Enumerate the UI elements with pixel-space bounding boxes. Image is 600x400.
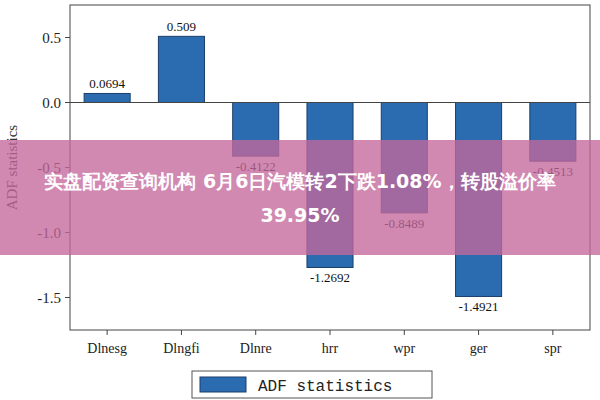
- y-tick-label: 0.5: [42, 30, 61, 46]
- banner: [0, 140, 600, 255]
- bar: [158, 36, 204, 102]
- x-tick: [478, 330, 479, 335]
- legend-box: [192, 371, 432, 398]
- data-label: 0.509: [167, 19, 196, 34]
- y-tick: [65, 37, 70, 38]
- chart: -1.5-1.0-0.50.00.5ADF statisticsDlnesgDl…: [0, 0, 600, 400]
- banner-text: 实盘配资查询机构 6月6日汽模转2下跌1.08%，转股溢价率39.95%: [20, 140, 580, 255]
- legend-swatch: [200, 377, 246, 392]
- x-tick: [404, 330, 405, 335]
- x-tick-label: Dlnre: [240, 341, 272, 356]
- data-label: -1.4921: [459, 299, 499, 314]
- banner-text-box: 实盘配资查询机构 6月6日汽模转2下跌1.08%，转股溢价率39.95%: [0, 140, 600, 255]
- x-tick-label: Dlngfi: [163, 341, 200, 356]
- x-tick: [552, 330, 553, 335]
- x-tick-label: Dlnesg: [87, 341, 127, 356]
- x-tick-label: spr: [544, 341, 561, 356]
- zero-line: [70, 102, 590, 103]
- y-tick-label: -1.5: [37, 290, 61, 306]
- x-tick: [181, 330, 182, 335]
- data-label: -1.2692: [310, 270, 350, 285]
- x-tick-label: hrr: [322, 341, 339, 356]
- y-tick: [65, 102, 70, 103]
- legend-label: ADF statistics: [258, 378, 392, 396]
- y-tick-label: 0.0: [42, 95, 61, 111]
- y-tick: [65, 297, 70, 298]
- data-label: 0.0694: [89, 76, 125, 91]
- x-tick-label: wpr: [393, 341, 415, 356]
- x-tick: [255, 330, 256, 335]
- x-tick: [330, 330, 331, 335]
- x-tick-label: ger: [470, 341, 488, 356]
- x-tick: [107, 330, 108, 335]
- bar: [84, 93, 130, 102]
- legend: ADF statistics: [192, 371, 432, 398]
